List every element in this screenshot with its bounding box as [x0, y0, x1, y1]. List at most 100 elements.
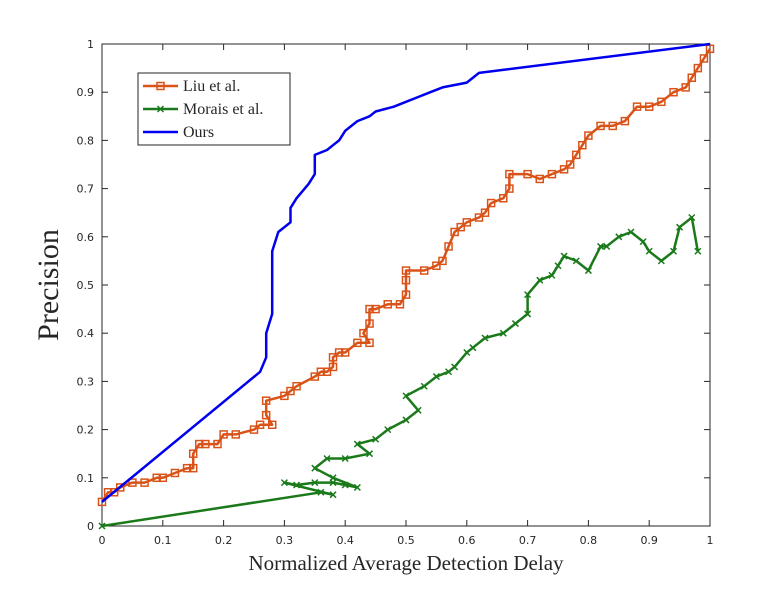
- data-point: [170, 468, 180, 478]
- data-point: [547, 169, 557, 179]
- data-point: [657, 97, 666, 107]
- series-layer: [97, 42, 715, 530]
- data-point: [584, 131, 593, 140]
- data-point: [334, 348, 344, 357]
- data-point: [231, 430, 241, 439]
- data-point: [401, 275, 411, 285]
- data-point: [657, 257, 665, 265]
- data-point: [280, 391, 289, 401]
- data-point: [329, 474, 337, 482]
- data-point: [480, 208, 490, 217]
- y-axis-title: Precision: [32, 229, 65, 341]
- data-point: [644, 102, 654, 111]
- legend-label-liu-et-al: Liu et al.: [183, 78, 240, 95]
- data-point: [669, 247, 678, 255]
- data-point: [445, 368, 453, 376]
- data-point: [109, 488, 119, 497]
- legend: Liu et al. Morais et al. Ours: [137, 72, 291, 146]
- data-point: [128, 478, 137, 487]
- data-point: [213, 439, 222, 449]
- data-point: [571, 150, 581, 160]
- data-point: [687, 73, 697, 82]
- data-point: [328, 362, 338, 372]
- data-point: [420, 382, 428, 390]
- data-point: [280, 479, 288, 487]
- series-morais-et-al: [98, 213, 702, 530]
- x-tick-label: 0.1: [154, 534, 172, 547]
- y-tick-label: 0.1: [77, 472, 95, 485]
- data-point: [414, 406, 422, 414]
- data-point: [310, 372, 320, 381]
- data-point: [341, 454, 349, 463]
- legend-marker-liu-et-al: [156, 81, 165, 91]
- data-point: [554, 262, 562, 270]
- data-point: [688, 213, 696, 222]
- data-point: [511, 320, 519, 328]
- data-point: [432, 261, 441, 270]
- y-tick-label: 0.6: [77, 231, 95, 244]
- data-point: [559, 165, 569, 174]
- data-point: [365, 319, 374, 328]
- data-point: [353, 440, 361, 448]
- data-point: [255, 420, 265, 430]
- y-tick-label: 0.2: [77, 424, 95, 437]
- data-point: [535, 174, 545, 184]
- data-point: [323, 454, 331, 463]
- data-point: [115, 483, 125, 492]
- data-point: [451, 363, 459, 371]
- data-point: [705, 44, 715, 54]
- data-point: [152, 473, 161, 483]
- data-point: [456, 222, 465, 232]
- data-point: [340, 348, 350, 357]
- x-tick-label: 0.5: [397, 534, 415, 547]
- data-point: [572, 257, 580, 265]
- data-point: [469, 344, 477, 352]
- data-point: [669, 87, 678, 97]
- data-point: [182, 463, 192, 473]
- data-point: [317, 488, 325, 496]
- data-point: [311, 464, 319, 472]
- data-point: [322, 367, 332, 377]
- data-point: [201, 439, 210, 449]
- data-point: [365, 304, 374, 314]
- series-liu-et-al: [97, 44, 715, 507]
- data-point: [639, 238, 647, 246]
- data-point: [499, 193, 508, 203]
- data-point: [261, 396, 271, 405]
- y-axis: 0 0.1 0.2 0.3 0.4 0.5 0.6 0.7 0.8 0.9 1: [77, 38, 710, 533]
- data-point: [384, 426, 392, 434]
- data-point: [140, 478, 149, 487]
- x-tick-label: 0.2: [215, 534, 233, 547]
- data-point: [401, 290, 411, 299]
- data-point: [316, 367, 326, 377]
- data-point: [505, 169, 514, 179]
- data-point: [632, 102, 642, 111]
- data-point: [645, 247, 653, 255]
- data-point: [524, 310, 532, 318]
- data-point: [584, 267, 592, 275]
- data-point: [627, 228, 635, 236]
- data-point: [499, 329, 507, 337]
- data-point: [699, 54, 709, 63]
- x-tick-label: 0.9: [640, 534, 658, 547]
- data-point: [359, 328, 368, 338]
- data-point: [523, 169, 532, 179]
- data-point: [597, 242, 605, 250]
- data-point: [97, 497, 107, 507]
- data-point: [328, 353, 338, 362]
- series-ours: [101, 42, 711, 503]
- x-tick-label: 0.4: [336, 534, 354, 547]
- data-point: [505, 184, 514, 193]
- x-tick-label: 0.8: [580, 534, 598, 547]
- y-tick-label: 0.4: [77, 327, 95, 340]
- legend-label-ours: Ours: [183, 124, 214, 141]
- y-tick-label: 0.9: [77, 86, 95, 99]
- data-point: [261, 410, 271, 420]
- data-point: [365, 338, 374, 348]
- data-point: [219, 430, 228, 439]
- data-point: [462, 218, 472, 227]
- data-point: [444, 242, 453, 251]
- data-point: [608, 121, 617, 131]
- data-point: [188, 449, 198, 458]
- data-point: [596, 121, 605, 131]
